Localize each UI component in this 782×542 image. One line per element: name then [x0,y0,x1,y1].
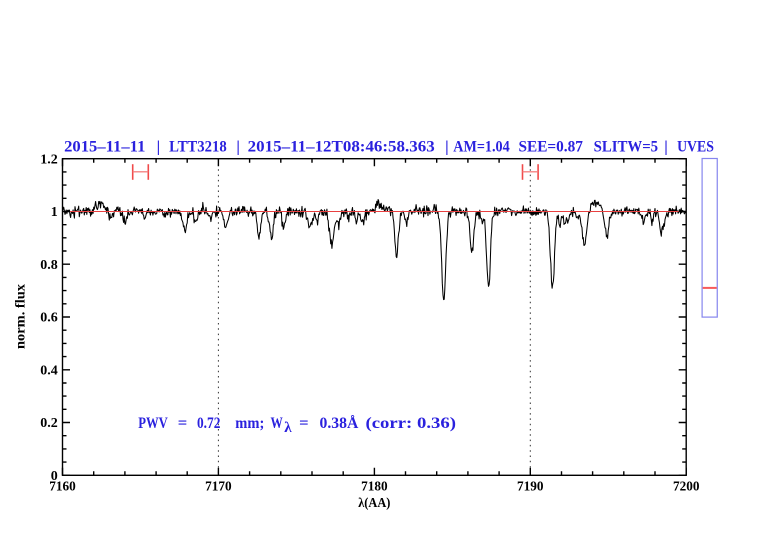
svg-text:7170: 7170 [205,480,232,495]
svg-text:=: = [299,415,309,432]
svg-text:LTT3218: LTT3218 [169,139,227,156]
svg-text:SEE=0.87: SEE=0.87 [519,139,583,156]
svg-text:|: | [445,139,449,156]
svg-text:0.38Å: 0.38Å [320,414,359,432]
svg-text:λ(AA): λ(AA) [358,496,390,511]
svg-text:7180: 7180 [361,480,388,495]
svg-text:0: 0 [51,469,58,484]
svg-text:|: | [236,139,240,156]
svg-text:mm;: mm; [235,415,264,432]
svg-text:2015–11–12T08:46:58.363: 2015–11–12T08:46:58.363 [248,139,435,156]
svg-text:0.8: 0.8 [40,258,58,273]
svg-text:1: 1 [51,205,58,220]
svg-text:2015–11–11: 2015–11–11 [64,139,145,156]
svg-text:SLITW=5: SLITW=5 [594,139,659,156]
svg-text:=: = [178,415,188,432]
svg-text:PWV: PWV [138,415,168,432]
svg-text:7190: 7190 [517,480,544,495]
svg-text:AM=1.04: AM=1.04 [453,139,509,156]
svg-text:λ: λ [284,420,292,436]
svg-text:|: | [157,139,161,156]
svg-text:0.6: 0.6 [40,311,58,326]
svg-text:0.72: 0.72 [197,415,220,432]
svg-text:7160: 7160 [49,480,76,495]
svg-text:7200: 7200 [673,480,700,495]
svg-text:1.2: 1.2 [40,152,58,167]
svg-text:|: | [664,139,668,156]
svg-text:0.2: 0.2 [40,416,58,431]
svg-text:0.4: 0.4 [40,363,58,378]
svg-text:norm. flux: norm. flux [14,284,29,349]
svg-text:UVES: UVES [677,139,714,156]
svg-text:W: W [271,415,283,432]
svg-text:(corr: 0.36): (corr: 0.36) [366,415,457,432]
